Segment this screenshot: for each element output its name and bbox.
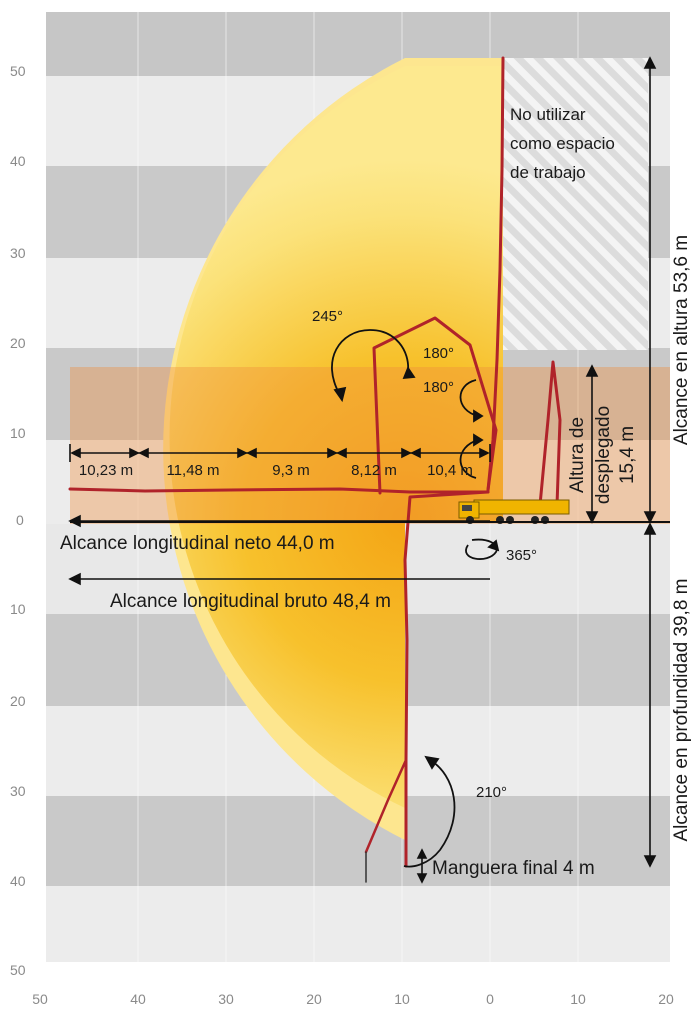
depth-reach-label: Alcance en profundidad 39,8 m (671, 578, 692, 841)
height-reach-label: Alcance en altura 53,6 m (671, 235, 692, 445)
segment-labels: 10,23 m 11,48 m 9,3 m 8,12 m 10,4 m (79, 462, 473, 479)
x-tick-label: 0 (486, 991, 494, 1007)
y-tick-label: 20 (10, 693, 26, 709)
segment-label: 10,23 m (79, 462, 133, 479)
no-work-label-line2: como espacio (510, 134, 615, 153)
boom-mast-truck (538, 360, 562, 507)
angle-365-label: 365° (506, 547, 537, 564)
segment-label: 8,12 m (351, 462, 397, 479)
rotation-245-icon (331, 329, 409, 396)
segment-label: 11,48 m (166, 462, 219, 479)
y-tick-label: 30 (10, 783, 26, 799)
unfold-label-line3: 15,4 m (617, 426, 638, 484)
boom-bent-end (364, 758, 408, 854)
reach-zone-inner (169, 66, 503, 808)
y-axis: 50 40 30 20 10 0 10 20 30 40 50 (10, 63, 26, 978)
end-hose-label: Manguera final 4 m (432, 858, 595, 879)
reach-zone (163, 58, 504, 840)
y-tick-label: 20 (10, 335, 26, 351)
x-tick-label: 20 (306, 991, 322, 1007)
unfold-height-band (70, 367, 670, 524)
unfold-label-line1: Altura de (567, 417, 588, 493)
no-work-zone (503, 58, 648, 350)
x-axis: 50 40 30 20 10 0 10 20 (32, 991, 674, 1007)
net-reach-label: Alcance longitudinal neto 44,0 m (60, 533, 335, 554)
segment-label: 10,4 m (427, 462, 473, 479)
truck-body (473, 499, 570, 515)
boom-vertical-down (403, 490, 490, 762)
rotation-arrows (331, 329, 500, 868)
boom-horizontal (68, 487, 490, 494)
no-work-label-line3: de trabajo (510, 163, 586, 182)
rotation-180-top-icon (459, 379, 479, 417)
band-light (46, 886, 670, 962)
boom-arms (68, 56, 562, 883)
truck-window (462, 505, 472, 511)
rotation-180-bottom-icon (459, 439, 479, 479)
dimension-arrows (68, 56, 657, 884)
y-tick-label: 50 (10, 63, 26, 79)
rotation-365-icon (465, 538, 498, 560)
y-tick-label: 30 (10, 245, 26, 261)
angle-245-label: 245° (312, 308, 343, 325)
unfold-label-line2: desplegado (593, 406, 614, 504)
segment-label: 9,3 m (272, 462, 310, 479)
x-tick-label: 20 (658, 991, 674, 1007)
rotation-210-icon (403, 759, 456, 868)
gross-reach-label: Alcance longitudinal bruto 48,4 m (110, 591, 391, 612)
y-tick-label: 0 (16, 512, 24, 528)
y-tick-label: 40 (10, 153, 26, 169)
no-work-label-line1: No utilizar (510, 105, 586, 124)
y-tick-label: 10 (10, 425, 26, 441)
x-tick-label: 10 (394, 991, 410, 1007)
y-tick-label: 10 (10, 601, 26, 617)
y-tick-label: 40 (10, 873, 26, 889)
angle-210-label: 210° (476, 784, 507, 801)
x-tick-label: 10 (570, 991, 586, 1007)
angle-180-top-label: 180° (423, 345, 454, 362)
x-tick-label: 50 (32, 991, 48, 1007)
y-tick-label: 50 (10, 962, 26, 978)
angle-180-bottom-label: 180° (423, 379, 454, 396)
x-tick-label: 40 (130, 991, 146, 1007)
boom-folded-pose (372, 316, 498, 495)
x-tick-label: 30 (218, 991, 234, 1007)
